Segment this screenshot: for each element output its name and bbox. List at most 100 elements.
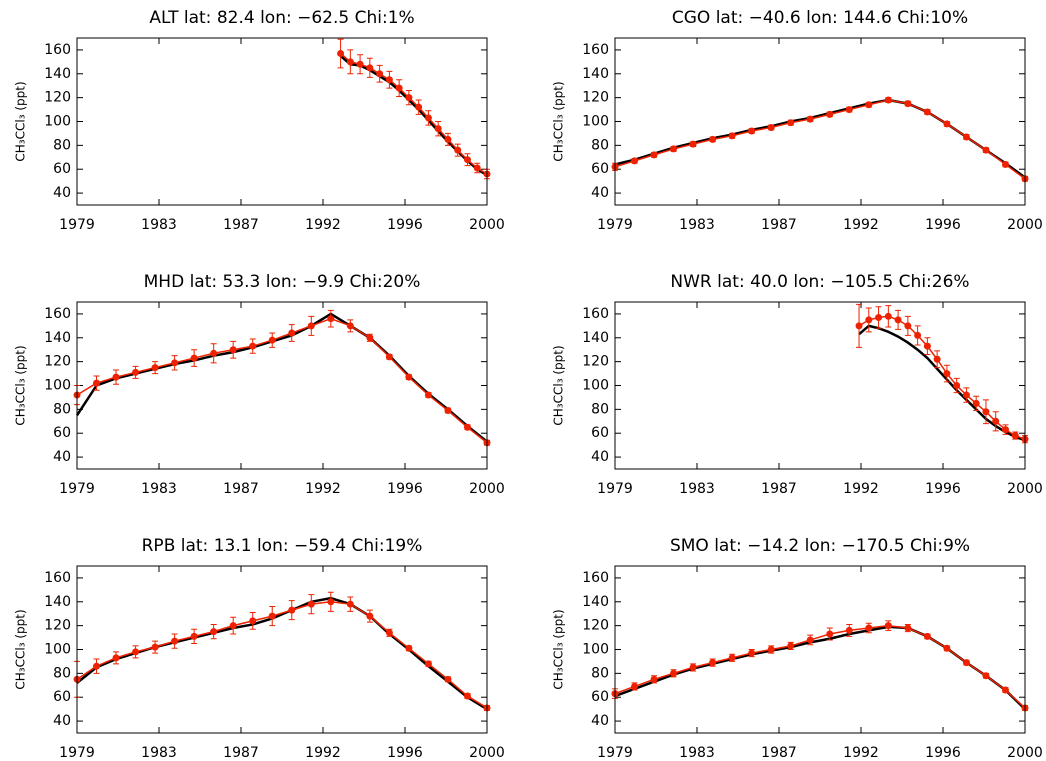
obs-point xyxy=(132,368,140,376)
y-axis-label: CH₃CCl₃ (ppt) xyxy=(14,345,28,425)
y-tick-label: 100 xyxy=(44,114,71,130)
obs-point xyxy=(444,135,452,143)
panel-title: NWR lat: 40.0 lon: −105.5 Chi:26% xyxy=(670,272,969,292)
obs-point xyxy=(943,120,951,128)
y-tick-label: 60 xyxy=(53,161,71,177)
obs-point xyxy=(229,622,237,630)
obs-point xyxy=(728,132,736,140)
obs-point xyxy=(972,399,980,407)
x-tick-label: 1992 xyxy=(843,481,879,497)
plot-frame xyxy=(76,301,488,470)
x-tick-label: 1992 xyxy=(305,217,341,233)
x-tick-label: 1987 xyxy=(761,745,797,761)
panel: MHD lat: 53.3 lon: −9.9 Chi:20% CH₃CCl₃ (… xyxy=(14,272,505,497)
obs-point xyxy=(385,353,393,361)
x-tick-label: 1983 xyxy=(141,217,177,233)
obs-point xyxy=(424,114,432,122)
obs-point xyxy=(415,103,423,111)
obs-point xyxy=(1011,432,1019,440)
obs-point xyxy=(845,626,853,634)
model-line xyxy=(75,312,488,443)
obs-point xyxy=(473,164,481,172)
obs-line xyxy=(614,624,1026,709)
obs-point xyxy=(982,146,990,154)
obs-line xyxy=(858,315,1026,440)
obs-point xyxy=(865,624,873,632)
obs-point xyxy=(210,628,218,636)
panel-title: SMO lat: −14.2 lon: −170.5 Chi:9% xyxy=(670,536,970,556)
obs-point xyxy=(670,669,678,677)
panel: RPB lat: 13.1 lon: −59.4 Chi:19% CH₃CCl₃ … xyxy=(14,536,505,761)
x-tick-label: 1987 xyxy=(223,217,259,233)
model-line xyxy=(614,625,1026,711)
y-tick-label: 80 xyxy=(591,401,609,417)
obs-point xyxy=(424,391,432,399)
obs-point xyxy=(806,115,814,123)
obs-point xyxy=(631,157,639,165)
obs-point xyxy=(650,675,658,683)
obs-point xyxy=(884,312,892,320)
obs-point xyxy=(112,654,120,662)
obs-point xyxy=(689,663,697,671)
x-tick-label: 1992 xyxy=(305,745,341,761)
obs-point xyxy=(249,617,257,625)
obs-point xyxy=(904,624,912,632)
obs-point xyxy=(151,364,159,372)
obs-point xyxy=(307,600,315,608)
obs-point xyxy=(855,322,863,330)
obs-line xyxy=(614,99,1026,180)
obs-point xyxy=(337,50,345,58)
y-tick-label: 120 xyxy=(44,90,71,106)
obs-point xyxy=(268,336,276,344)
obs-point xyxy=(190,354,198,362)
obs-point xyxy=(1001,426,1009,434)
y-tick-label: 60 xyxy=(591,689,609,705)
obs-point xyxy=(748,127,756,135)
y-axis-label: CH₃CCl₃ (ppt) xyxy=(14,609,28,689)
obs-point xyxy=(767,123,775,131)
x-tick-label: 1987 xyxy=(223,745,259,761)
obs-point xyxy=(767,646,775,653)
x-tick-label: 1983 xyxy=(141,481,177,497)
obs-point xyxy=(631,682,639,690)
y-tick-label: 140 xyxy=(582,330,609,346)
y-tick-label: 60 xyxy=(591,425,609,441)
y-tick-label: 60 xyxy=(53,425,71,441)
y-tick-label: 160 xyxy=(44,306,71,322)
y-tick-label: 140 xyxy=(582,66,609,82)
obs-point xyxy=(1001,160,1009,168)
panel-title: CGO lat: −40.6 lon: 144.6 Chi:10% xyxy=(672,8,968,28)
x-tick-label: 1992 xyxy=(305,481,341,497)
x-tick-label: 1996 xyxy=(387,481,423,497)
obs-point xyxy=(366,612,374,620)
y-tick-label: 80 xyxy=(53,401,71,417)
y-tick-label: 80 xyxy=(53,137,71,153)
obs-point xyxy=(376,70,384,78)
x-tick-label: 2000 xyxy=(469,481,505,497)
plot-frame xyxy=(614,301,1026,470)
panel: ALT lat: 82.4 lon: −62.5 Chi:1% CH₃CCl₃ (… xyxy=(14,8,505,233)
obs-point xyxy=(953,382,961,389)
obs-point xyxy=(444,407,452,415)
obs-point xyxy=(787,119,795,127)
x-tick-label: 1979 xyxy=(59,745,95,761)
y-tick-label: 120 xyxy=(582,618,609,634)
y-tick-label: 40 xyxy=(591,713,609,729)
x-tick-label: 1992 xyxy=(843,745,879,761)
x-tick-label: 2000 xyxy=(469,745,505,761)
obs-point xyxy=(385,76,393,84)
y-tick-label: 160 xyxy=(582,570,609,586)
panel: CGO lat: −40.6 lon: 144.6 Chi:10% CH₃CCl₃… xyxy=(552,8,1043,233)
panel: SMO lat: −14.2 lon: −170.5 Chi:9% CH₃CCl₃… xyxy=(552,536,1043,761)
obs-point xyxy=(894,316,902,324)
obs-point xyxy=(268,612,276,620)
obs-point xyxy=(463,692,471,700)
obs-point xyxy=(962,391,970,399)
x-tick-label: 1992 xyxy=(843,217,879,233)
obs-point xyxy=(933,355,941,363)
obs-point xyxy=(112,373,120,381)
obs-point xyxy=(923,108,931,116)
x-tick-label: 1996 xyxy=(925,217,961,233)
panel: NWR lat: 40.0 lon: −105.5 Chi:26% CH₃CCl₃… xyxy=(552,272,1043,497)
obs-point xyxy=(405,644,413,652)
